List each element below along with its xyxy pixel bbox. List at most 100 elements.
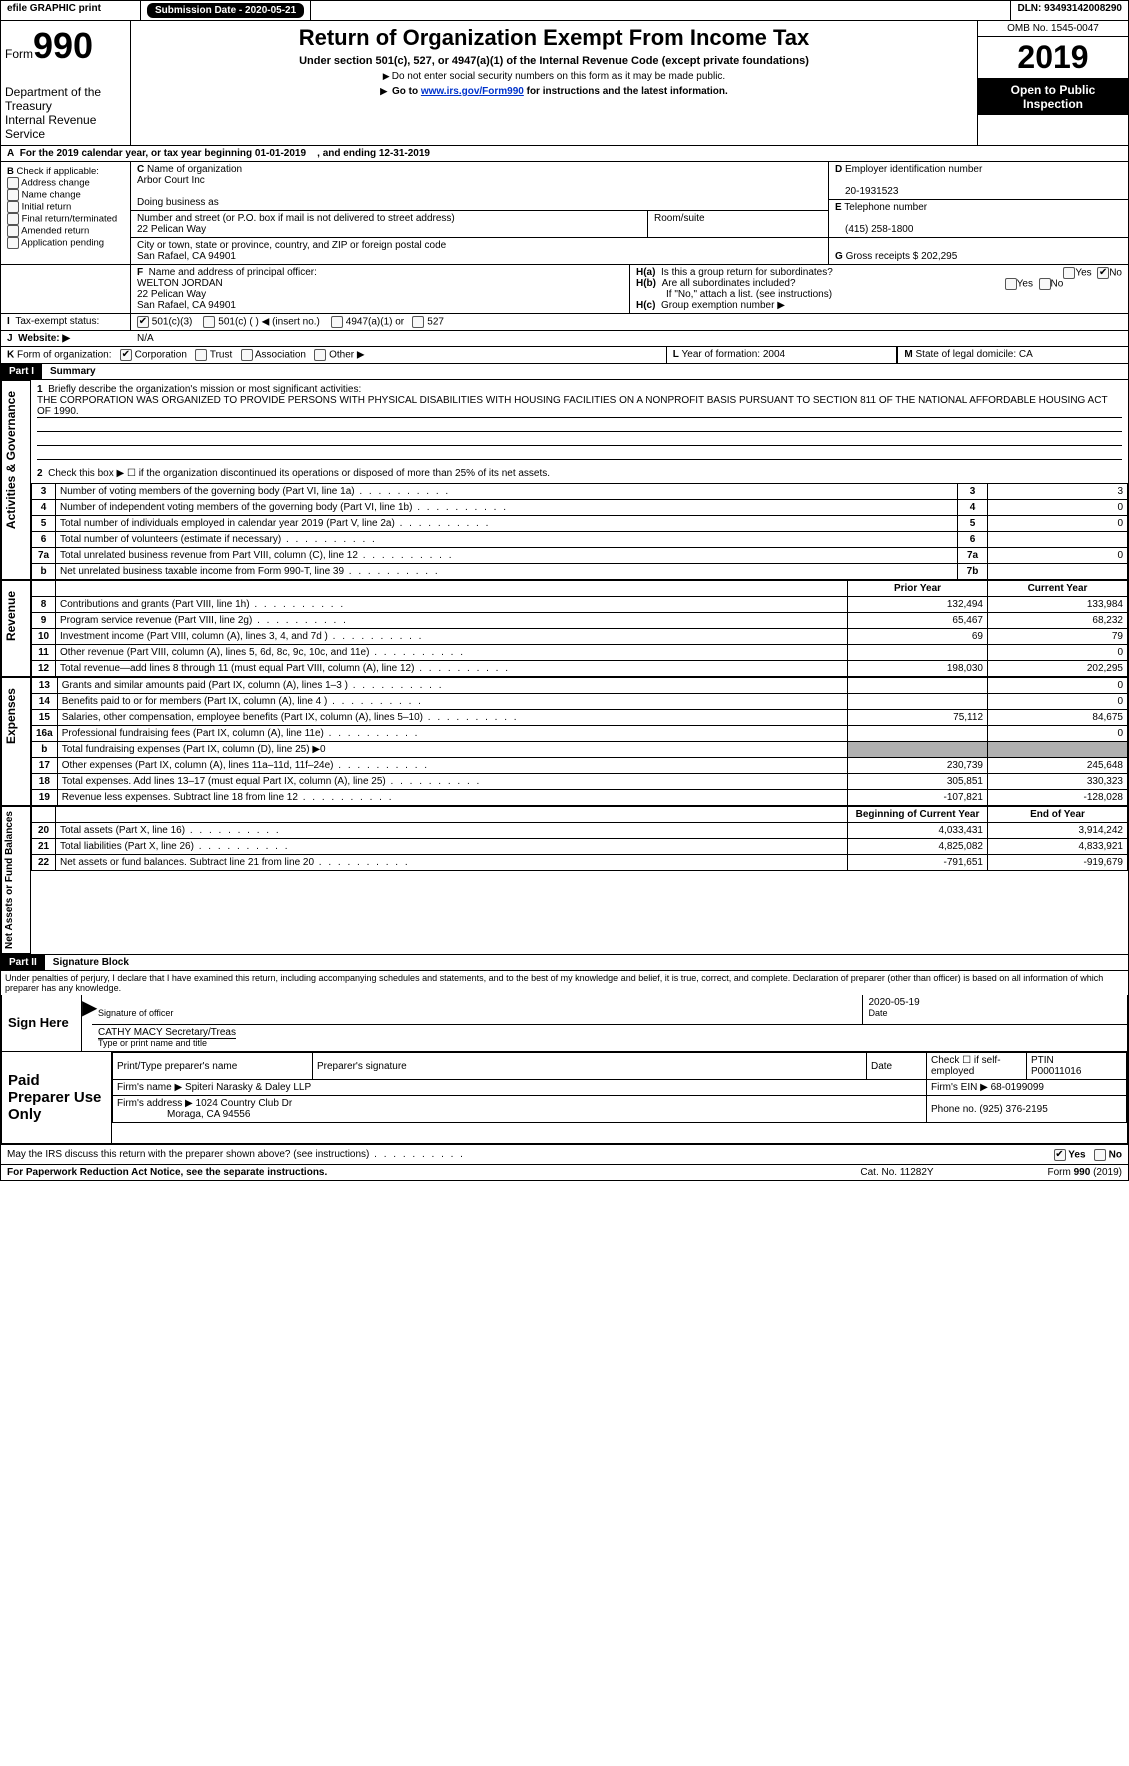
part2-bar: Part II bbox=[1, 955, 45, 970]
prep-name-label: Print/Type preparer's name bbox=[113, 1053, 313, 1080]
main-title: Return of Organization Exempt From Incom… bbox=[139, 25, 969, 51]
subtitle-2: Do not enter social security numbers on … bbox=[392, 71, 725, 82]
col-end: End of Year bbox=[988, 807, 1128, 823]
e-label: Telephone number bbox=[844, 202, 927, 213]
col-prior: Prior Year bbox=[848, 581, 988, 597]
cat-no: Cat. No. 11282Y bbox=[822, 1167, 972, 1178]
discuss-yes-checkbox[interactable] bbox=[1054, 1149, 1066, 1161]
efile-label: efile GRAPHIC print bbox=[1, 1, 141, 20]
b-option: Amended return bbox=[7, 225, 124, 237]
k-o4: Other ▶ bbox=[329, 350, 364, 361]
g-label: Gross receipts $ bbox=[846, 251, 919, 262]
hb-note: If "No," attach a list. (see instruction… bbox=[636, 289, 1122, 300]
b-option: Address change bbox=[7, 177, 124, 189]
trust-checkbox[interactable] bbox=[195, 349, 207, 361]
firm-ein: 68-0199099 bbox=[991, 1082, 1044, 1093]
part2-header: Part IISignature Block bbox=[1, 954, 1128, 971]
city-label: City or town, state or province, country… bbox=[137, 240, 446, 251]
phone: (925) 376-2195 bbox=[979, 1104, 1047, 1115]
m-label: State of legal domicile: bbox=[916, 349, 1017, 360]
i-opt4: 527 bbox=[427, 317, 444, 328]
501c-checkbox[interactable] bbox=[203, 316, 215, 328]
b-checkbox[interactable] bbox=[7, 201, 19, 213]
activities-governance: Activities & Governance 1 Briefly descri… bbox=[1, 380, 1128, 580]
hb-no-checkbox[interactable] bbox=[1039, 278, 1051, 290]
goto-b: for instructions and the latest informat… bbox=[524, 86, 728, 97]
side-exp: Expenses bbox=[2, 678, 20, 754]
firm-name: Spiteri Narasky & Daley LLP bbox=[185, 1082, 311, 1093]
dba-label: Doing business as bbox=[137, 197, 219, 208]
assoc-checkbox[interactable] bbox=[241, 349, 253, 361]
no-label-2: No bbox=[1051, 279, 1064, 290]
b-checkbox[interactable] bbox=[7, 177, 19, 189]
no-label: No bbox=[1109, 268, 1122, 279]
501c3-checkbox[interactable] bbox=[137, 316, 149, 328]
revenue-section: Revenue Prior YearCurrent Year 8Contribu… bbox=[1, 580, 1128, 677]
irs-link[interactable]: www.irs.gov/Form990 bbox=[421, 86, 524, 97]
exp-table: 13Grants and similar amounts paid (Part … bbox=[31, 677, 1128, 806]
other-checkbox[interactable] bbox=[314, 349, 326, 361]
officer-city: San Rafael, CA 94901 bbox=[137, 300, 236, 311]
side-na: Net Assets or Fund Balances bbox=[2, 807, 17, 953]
l-label: Year of formation: bbox=[682, 349, 761, 360]
hb-yes-checkbox[interactable] bbox=[1005, 278, 1017, 290]
b-checkbox[interactable] bbox=[7, 225, 19, 237]
ha-label: Is this a group return for subordinates? bbox=[661, 267, 833, 278]
telephone: (415) 258-1800 bbox=[835, 224, 913, 235]
date-label: Date bbox=[869, 1008, 888, 1018]
k-o3: Association bbox=[255, 350, 306, 361]
firm-addr-label: Firm's address ▶ bbox=[117, 1098, 193, 1109]
b-checkbox[interactable] bbox=[7, 213, 19, 225]
org-name: Arbor Court Inc bbox=[137, 175, 205, 186]
sig-officer-label: Signature of officer bbox=[98, 1008, 173, 1018]
b-checkbox[interactable] bbox=[7, 189, 19, 201]
yes-label-3: Yes bbox=[1068, 1150, 1085, 1161]
ptin: P00011016 bbox=[1031, 1066, 1081, 1077]
goto-a: Go to bbox=[392, 86, 421, 97]
room-label: Room/suite bbox=[654, 213, 705, 224]
dept-treasury: Department of the Treasury bbox=[5, 85, 126, 113]
i-opt3: 4947(a)(1) or bbox=[346, 317, 404, 328]
i-label: Tax-exempt status: bbox=[15, 316, 99, 327]
col-current: Current Year bbox=[988, 581, 1128, 597]
4947-checkbox[interactable] bbox=[331, 316, 343, 328]
part1-title: Summary bbox=[42, 364, 104, 379]
name-title-label: Type or print name and title bbox=[98, 1038, 207, 1048]
line-a-begin: For the 2019 calendar year, or tax year … bbox=[20, 148, 306, 159]
discuss-line: May the IRS discuss this return with the… bbox=[1, 1144, 1128, 1165]
firm-name-label: Firm's name ▶ bbox=[117, 1082, 182, 1093]
phone-label: Phone no. bbox=[931, 1104, 977, 1115]
ha-yes-checkbox[interactable] bbox=[1063, 267, 1075, 279]
irs-label: Internal Revenue Service bbox=[5, 113, 126, 141]
c-name-label: Name of organization bbox=[147, 164, 242, 175]
sign-here-label: Sign Here bbox=[2, 995, 82, 1051]
b-checkbox[interactable] bbox=[7, 237, 19, 249]
rev-table: Prior YearCurrent Year 8Contributions an… bbox=[31, 580, 1128, 677]
part2-title: Signature Block bbox=[45, 955, 137, 970]
firm-addr1: 1024 Country Club Dr bbox=[196, 1098, 293, 1109]
d-label: Employer identification number bbox=[845, 164, 982, 175]
subtitle-1: Under section 501(c), 527, or 4947(a)(1)… bbox=[139, 55, 969, 67]
arrow-icon: ▶ bbox=[82, 995, 92, 1051]
f-h-block: F Name and address of principal officer:… bbox=[1, 265, 1128, 314]
top-bar: efile GRAPHIC print Submission Date - 20… bbox=[1, 1, 1128, 21]
website: N/A bbox=[131, 331, 1128, 346]
discuss-no-checkbox[interactable] bbox=[1094, 1149, 1106, 1161]
i-opt1: 501(c)(3) bbox=[152, 317, 193, 328]
b-option: Application pending bbox=[7, 237, 124, 249]
i-opt2: 501(c) ( ) ◀ (insert no.) bbox=[218, 317, 320, 328]
mission-text: THE CORPORATION WAS ORGANIZED TO PROVIDE… bbox=[37, 395, 1122, 418]
hb-label: Are all subordinates included? bbox=[662, 278, 796, 289]
b-label: Check if applicable: bbox=[17, 166, 99, 177]
paid-preparer-block: Paid Preparer Use Only Print/Type prepar… bbox=[1, 1052, 1128, 1144]
dln: DLN: 93493142008290 bbox=[1011, 1, 1128, 20]
na-table: Beginning of Current YearEnd of Year 20T… bbox=[31, 806, 1128, 871]
ein: 20-1931523 bbox=[835, 186, 898, 197]
line1-label: Briefly describe the organization's miss… bbox=[48, 384, 361, 395]
k-o1: Corporation bbox=[135, 350, 187, 361]
hc-label: Group exemption number ▶ bbox=[661, 300, 785, 311]
form-number: 990 bbox=[33, 25, 93, 66]
ha-no-checkbox[interactable] bbox=[1097, 267, 1109, 279]
527-checkbox[interactable] bbox=[412, 316, 424, 328]
corp-checkbox[interactable] bbox=[120, 349, 132, 361]
